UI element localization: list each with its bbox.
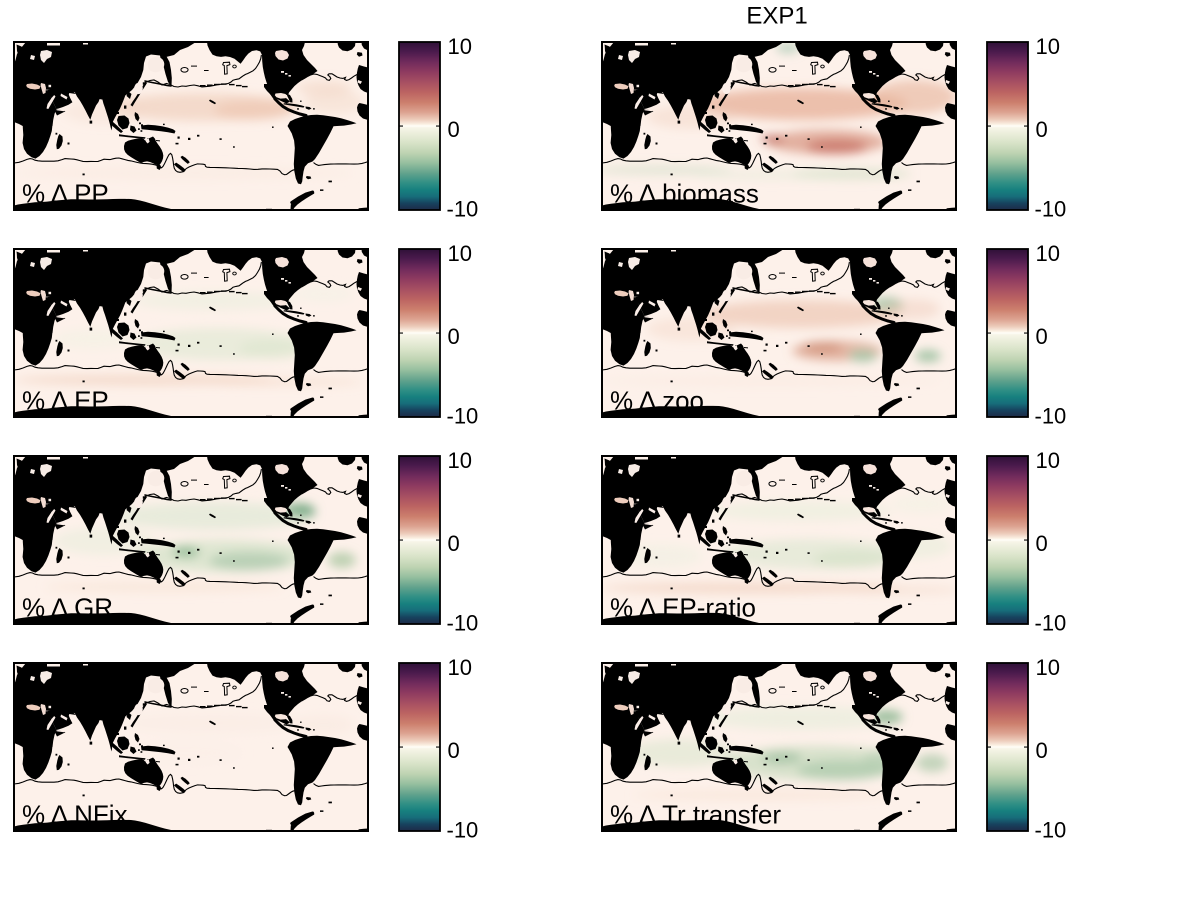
svg-text:10: 10	[448, 655, 472, 680]
svg-text:-10: -10	[1035, 404, 1067, 429]
svg-text:0: 0	[1036, 531, 1048, 556]
svg-text:% Δ PP: % Δ PP	[22, 179, 109, 209]
svg-text:% Δ GR: % Δ GR	[22, 593, 113, 623]
svg-text:0: 0	[1036, 324, 1048, 349]
svg-text:-10: -10	[447, 404, 479, 429]
svg-text:0: 0	[1036, 117, 1048, 142]
svg-text:-10: -10	[447, 818, 479, 843]
svg-text:10: 10	[1036, 241, 1060, 266]
svg-text:-10: -10	[1035, 611, 1067, 636]
svg-text:10: 10	[448, 448, 472, 473]
svg-text:% Δ zoo: % Δ zoo	[610, 386, 704, 416]
svg-text:-10: -10	[1035, 197, 1067, 222]
svg-text:% Δ NFix: % Δ NFix	[22, 800, 128, 830]
svg-text:10: 10	[448, 241, 472, 266]
svg-text:% Δ EP-ratio: % Δ EP-ratio	[610, 593, 756, 623]
svg-text:0: 0	[1036, 738, 1048, 763]
svg-text:0: 0	[448, 117, 460, 142]
svg-text:10: 10	[448, 34, 472, 59]
svg-text:% Δ EP: % Δ EP	[22, 386, 109, 416]
svg-text:10: 10	[1036, 34, 1060, 59]
svg-text:10: 10	[1036, 448, 1060, 473]
svg-text:-10: -10	[447, 611, 479, 636]
svg-text:0: 0	[448, 738, 460, 763]
svg-text:EXP1: EXP1	[746, 3, 807, 30]
svg-text:10: 10	[1036, 655, 1060, 680]
svg-text:-10: -10	[1035, 818, 1067, 843]
svg-text:0: 0	[448, 531, 460, 556]
svg-text:% Δ biomass: % Δ biomass	[610, 179, 759, 209]
svg-text:0: 0	[448, 324, 460, 349]
svg-text:% Δ Tr transfer: % Δ Tr transfer	[610, 800, 781, 830]
svg-text:-10: -10	[447, 197, 479, 222]
